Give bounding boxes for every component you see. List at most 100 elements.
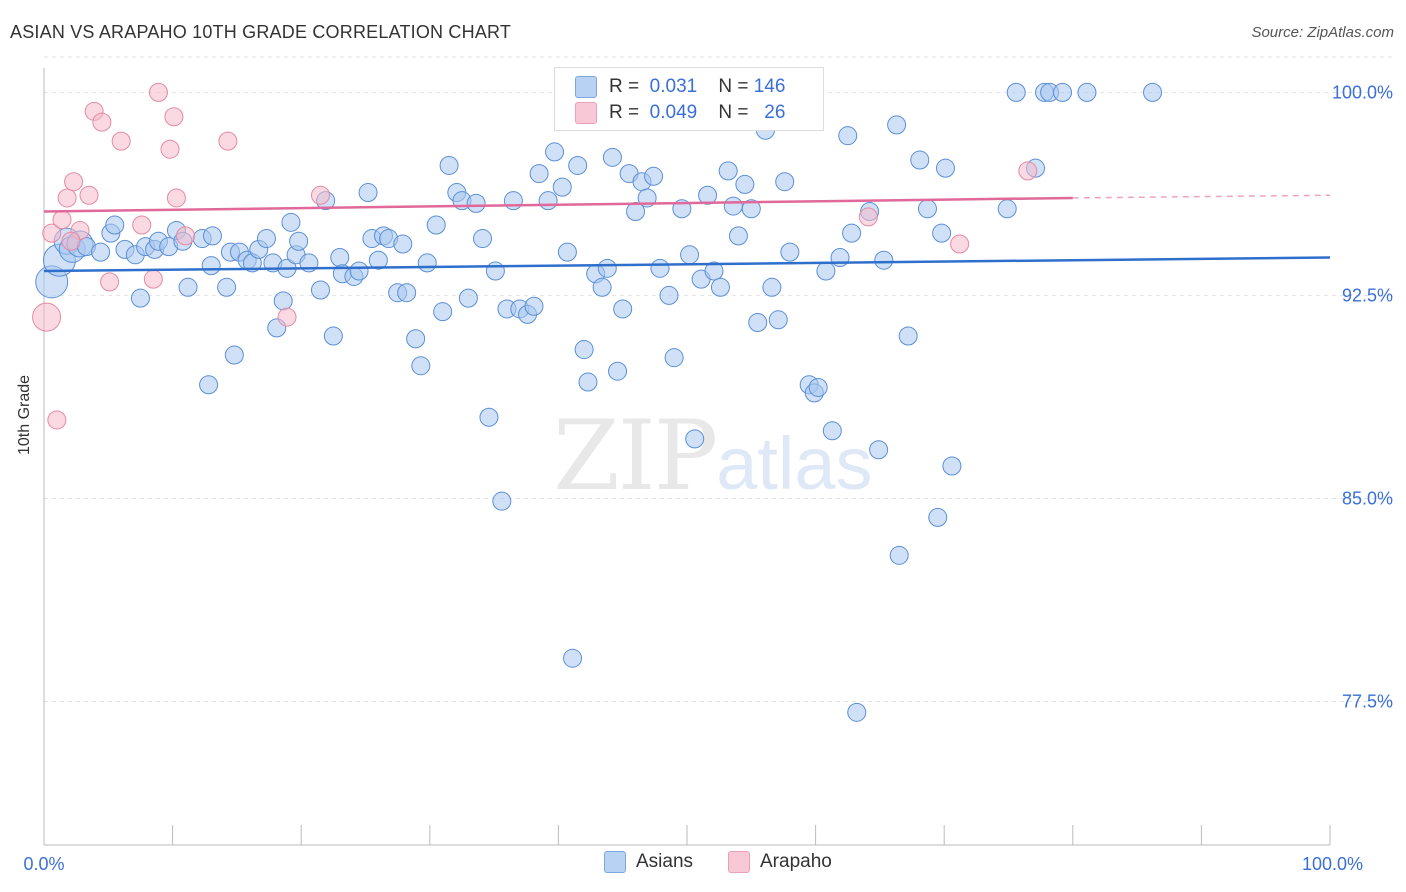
asian-point bbox=[917, 199, 937, 219]
asian-point bbox=[775, 172, 795, 192]
asian-point bbox=[704, 261, 724, 281]
asian-point bbox=[538, 191, 558, 211]
asian-point bbox=[997, 199, 1017, 219]
arapaho-point bbox=[32, 302, 62, 332]
source-credit: Source: ZipAtlas.com bbox=[1251, 24, 1394, 41]
asian-point bbox=[426, 215, 446, 235]
legend-swatch-arapaho bbox=[728, 851, 750, 873]
asian-point bbox=[433, 302, 453, 322]
asian-point bbox=[289, 231, 309, 251]
asian-point bbox=[748, 312, 768, 332]
arapaho-point bbox=[42, 223, 62, 243]
legend-item-arapaho: Arapaho bbox=[728, 851, 832, 873]
arapaho-point bbox=[148, 82, 168, 102]
asian-n-label: N = bbox=[718, 76, 749, 97]
asian-point bbox=[592, 277, 612, 297]
arapaho-point bbox=[79, 185, 99, 205]
asian-point bbox=[664, 348, 684, 368]
asian-point bbox=[741, 199, 761, 219]
arapaho-point bbox=[277, 307, 297, 327]
asian-point bbox=[91, 242, 111, 262]
asian-point bbox=[685, 429, 705, 449]
legend-label-asians: Asians bbox=[636, 851, 694, 872]
asian-point bbox=[928, 507, 948, 527]
legend-swatch-asians bbox=[604, 851, 626, 873]
asian-point bbox=[698, 185, 718, 205]
asian-point bbox=[485, 261, 505, 281]
grid-lines bbox=[44, 56, 1394, 703]
asian-point bbox=[310, 280, 330, 300]
legend-item-asians: Asians bbox=[604, 851, 693, 873]
chart-title: ASIAN VS ARAPAHO 10TH GRADE CORRELATION … bbox=[10, 22, 512, 42]
asian-point bbox=[847, 702, 867, 722]
asian-point bbox=[479, 407, 499, 427]
arapaho-trend-line bbox=[43, 196, 1073, 213]
asian-point bbox=[281, 212, 301, 232]
asian-point bbox=[393, 234, 413, 254]
asian-point bbox=[723, 196, 743, 216]
arapaho-point bbox=[858, 207, 878, 227]
asian-point bbox=[411, 356, 431, 376]
arapaho-n-label: N = bbox=[718, 102, 749, 123]
asian-point bbox=[838, 126, 858, 146]
asian-point bbox=[780, 242, 800, 262]
asian-point bbox=[597, 258, 617, 278]
arapaho-point bbox=[52, 210, 72, 230]
stats-legend: R = 0.031 N = 146 R = 0.049 N = 26 bbox=[554, 67, 824, 131]
asian-point bbox=[503, 191, 523, 211]
arapaho-points bbox=[32, 82, 1038, 430]
asian-point bbox=[217, 277, 237, 297]
stats-row-arapaho: R = 0.049 N = 26 bbox=[575, 101, 785, 125]
arapaho-point bbox=[218, 131, 238, 151]
arapaho-point bbox=[92, 112, 112, 132]
asian-point bbox=[458, 288, 478, 308]
asian-point bbox=[524, 296, 544, 316]
arapaho-point bbox=[64, 172, 84, 192]
arapaho-point bbox=[47, 410, 67, 430]
arapaho-point bbox=[950, 234, 970, 254]
y-tick-label: 100.0% bbox=[1332, 82, 1393, 102]
x-tick-label-start: 0.0% bbox=[23, 854, 64, 874]
asian-point bbox=[473, 229, 493, 249]
asian-points bbox=[35, 82, 1163, 722]
asian-point bbox=[1143, 82, 1163, 102]
asian-point bbox=[545, 142, 565, 162]
asian-point bbox=[349, 261, 369, 281]
asian-point bbox=[768, 310, 788, 330]
tick-labels: 77.5% 85.0% 92.5% 100.0% 0.0% 100.0% bbox=[23, 82, 1393, 874]
watermark: ZIPatlas bbox=[553, 400, 873, 512]
asian-point bbox=[816, 261, 836, 281]
asian-point bbox=[202, 226, 222, 246]
asian-point bbox=[178, 277, 198, 297]
asian-point bbox=[644, 166, 664, 186]
arapaho-point bbox=[61, 231, 81, 251]
asian-point bbox=[568, 155, 588, 175]
arapaho-point bbox=[1018, 161, 1038, 181]
asian-point bbox=[680, 245, 700, 265]
asian-point bbox=[563, 648, 583, 668]
asian-point bbox=[728, 226, 748, 246]
asian-point bbox=[1006, 82, 1026, 102]
asian-point bbox=[887, 115, 907, 135]
x-tick-label-end: 100.0% bbox=[1302, 854, 1363, 874]
asian-point bbox=[201, 256, 221, 276]
arapaho-point bbox=[111, 131, 131, 151]
asian-point bbox=[659, 285, 679, 305]
arapaho-point bbox=[164, 107, 184, 127]
asian-point bbox=[330, 248, 350, 268]
asian-point bbox=[874, 250, 894, 270]
y-tick-label: 92.5% bbox=[1342, 285, 1393, 305]
asian-point bbox=[406, 329, 426, 349]
asian-point bbox=[613, 299, 633, 319]
asian-point bbox=[529, 164, 549, 184]
asian-r-value: 0.031 bbox=[649, 76, 698, 97]
arapaho-trend-extension bbox=[1072, 194, 1331, 199]
asian-point bbox=[1077, 82, 1097, 102]
asian-point bbox=[710, 277, 730, 297]
stats-row-asian: R = 0.031 N = 146 bbox=[575, 75, 785, 99]
asian-point bbox=[273, 291, 293, 311]
asian-point bbox=[368, 250, 388, 270]
asian-point bbox=[439, 155, 459, 175]
asian-point bbox=[822, 421, 842, 441]
